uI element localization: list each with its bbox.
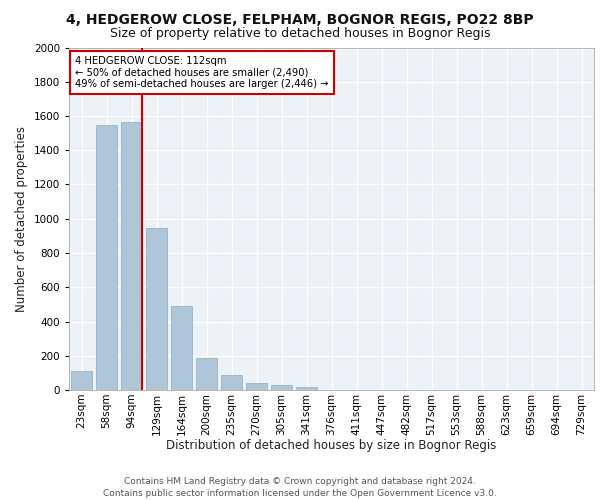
Bar: [146, 228, 167, 390]
Text: 4 HEDGEROW CLOSE: 112sqm
← 50% of detached houses are smaller (2,490)
49% of sem: 4 HEDGEROW CLOSE: 112sqm ← 50% of detach…: [76, 56, 329, 90]
Bar: [171, 306, 192, 390]
X-axis label: Distribution of detached houses by size in Bognor Regis: Distribution of detached houses by size …: [166, 439, 497, 452]
Bar: [71, 371, 92, 390]
Text: Size of property relative to detached houses in Bognor Regis: Size of property relative to detached ho…: [110, 28, 490, 40]
Bar: [96, 126, 117, 390]
Bar: [196, 358, 217, 390]
Bar: [221, 374, 242, 390]
Text: 4, HEDGEROW CLOSE, FELPHAM, BOGNOR REGIS, PO22 8BP: 4, HEDGEROW CLOSE, FELPHAM, BOGNOR REGIS…: [66, 12, 534, 26]
Y-axis label: Number of detached properties: Number of detached properties: [15, 126, 28, 312]
Bar: [296, 388, 317, 390]
Text: Contains HM Land Registry data © Crown copyright and database right 2024.
Contai: Contains HM Land Registry data © Crown c…: [103, 476, 497, 498]
Bar: [271, 385, 292, 390]
Bar: [246, 383, 267, 390]
Bar: [121, 122, 142, 390]
